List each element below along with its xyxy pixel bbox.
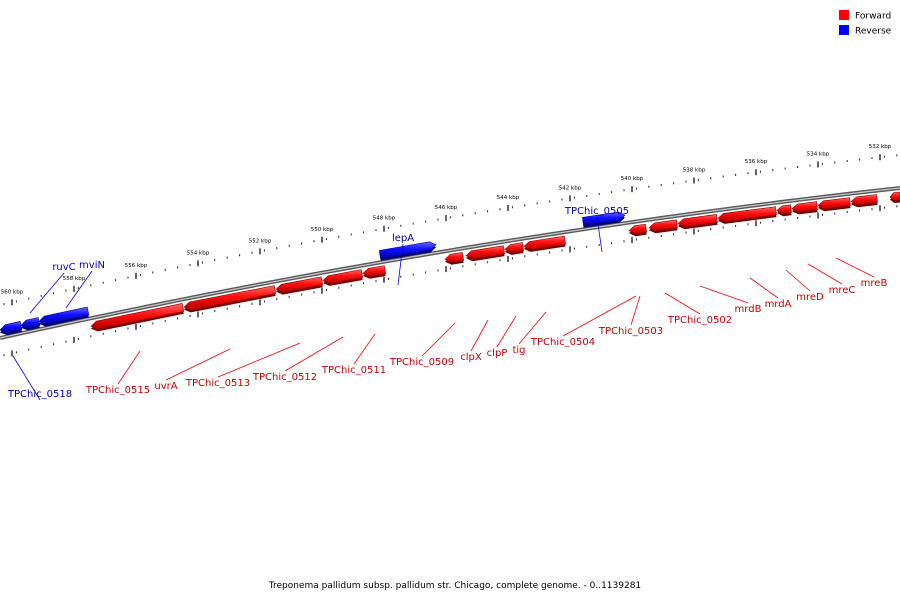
gene-tpchic-0518-label[interactable]: TPChic_0518 bbox=[7, 389, 72, 400]
gene-mreb-label[interactable]: mreB bbox=[861, 278, 888, 289]
gene-clpx-label[interactable]: clpX bbox=[460, 352, 482, 363]
gene-tpchic-0511-leader bbox=[354, 334, 375, 364]
tick-label: 558 kbp bbox=[63, 276, 86, 282]
gene-tpchic-0509-arrow[interactable] bbox=[445, 252, 464, 262]
gene-tpchic-0503-leader bbox=[631, 296, 640, 325]
tick-label: 548 kbp bbox=[373, 216, 396, 222]
gene-tpchic-0502-label[interactable]: TPChic_0502 bbox=[667, 315, 732, 326]
gene-labels: TPChic_0518 ruvC mviN lepA TPChic_0505 TPChic… bbox=[7, 206, 888, 400]
tick-label: 534 kbp bbox=[807, 151, 830, 157]
reverse-legend-label: Reverse bbox=[855, 27, 892, 37]
gene-tpchic-0515-leader bbox=[118, 351, 140, 384]
gene-tpchic-0505-label[interactable]: TPChic_0505 bbox=[564, 206, 629, 217]
gene-mred-leader bbox=[786, 270, 810, 291]
legend: Forward Reverse bbox=[839, 10, 892, 37]
tick-row-upper: 560 kbp 558 kbp 556 kbp 554 kbp 552 kbp 550 k… bbox=[1, 144, 897, 305]
gene-mrdb-leader bbox=[700, 286, 748, 303]
tick-label: 538 kbp bbox=[683, 167, 706, 173]
gene-mrec-leader bbox=[808, 264, 842, 284]
tick-label: 546 kbp bbox=[435, 205, 458, 211]
tick-label: 540 kbp bbox=[621, 176, 644, 182]
gene-uvra-leader bbox=[166, 349, 230, 380]
gene-mvin-label[interactable]: mviN bbox=[79, 260, 105, 271]
gene-tpchic-0512-label[interactable]: TPChic_0512 bbox=[252, 372, 317, 383]
gene-tpchic-0515-label[interactable]: TPChic_0515 bbox=[85, 385, 150, 396]
gene-tpchic-0509-label[interactable]: TPChic_0509 bbox=[389, 357, 454, 368]
gene-clpp-leader bbox=[497, 316, 516, 347]
gene-uvra-label[interactable]: uvrA bbox=[154, 381, 177, 392]
gene-clpx-leader bbox=[471, 320, 488, 351]
gene-tpchic-0511-label[interactable]: TPChic_0511 bbox=[321, 365, 386, 376]
gene-mrec-label[interactable]: mreC bbox=[829, 285, 856, 296]
gene-ruvc-label[interactable]: ruvC bbox=[52, 262, 75, 273]
gene-mrda-label[interactable]: mrdA bbox=[765, 299, 792, 310]
tick-label: 542 kbp bbox=[559, 185, 582, 191]
tick-label: 560 kbp bbox=[1, 289, 24, 295]
gene-clpp-label[interactable]: clpP bbox=[487, 348, 508, 359]
forward-legend-label: Forward bbox=[855, 12, 891, 22]
gene-tpchic-0504-label[interactable]: TPChic_0504 bbox=[530, 337, 595, 348]
tick-label: 536 kbp bbox=[745, 159, 768, 165]
tick-label: 552 kbp bbox=[249, 238, 272, 244]
forward-swatch bbox=[839, 10, 849, 20]
gene-ruvc-leader bbox=[30, 273, 64, 313]
genome-caption: Treponema pallidum subsp. pallidum str. … bbox=[268, 581, 641, 591]
gene-mreb-leader bbox=[836, 258, 874, 277]
gene-tig-label[interactable]: tig bbox=[512, 345, 525, 356]
gene-tpchic-0503-label[interactable]: TPChic_0503 bbox=[598, 326, 663, 337]
tick-label: 532 kbp bbox=[869, 144, 892, 150]
gene-tpchic-0513-label[interactable]: TPChic_0513 bbox=[185, 378, 250, 389]
gene-tpchic-0502-leader bbox=[665, 293, 700, 314]
tick-label: 544 kbp bbox=[497, 195, 520, 201]
gene-mrda-leader bbox=[750, 278, 778, 298]
tick-label: 550 kbp bbox=[311, 227, 334, 233]
gene-mred-label[interactable]: mreD bbox=[796, 292, 824, 303]
tick-label: 554 kbp bbox=[187, 250, 210, 256]
gene-lepa-label[interactable]: lepA bbox=[392, 233, 414, 244]
tick-label: 556 kbp bbox=[125, 263, 148, 269]
gene-clpp-arrow[interactable] bbox=[505, 243, 524, 253]
gene-mrdb-label[interactable]: mrdB bbox=[735, 304, 762, 315]
tick-row-lower bbox=[4, 205, 897, 356]
reverse-swatch bbox=[839, 25, 849, 35]
gene-tpchic-0509-leader bbox=[422, 323, 455, 356]
gene-mred-arrow[interactable] bbox=[792, 202, 818, 212]
